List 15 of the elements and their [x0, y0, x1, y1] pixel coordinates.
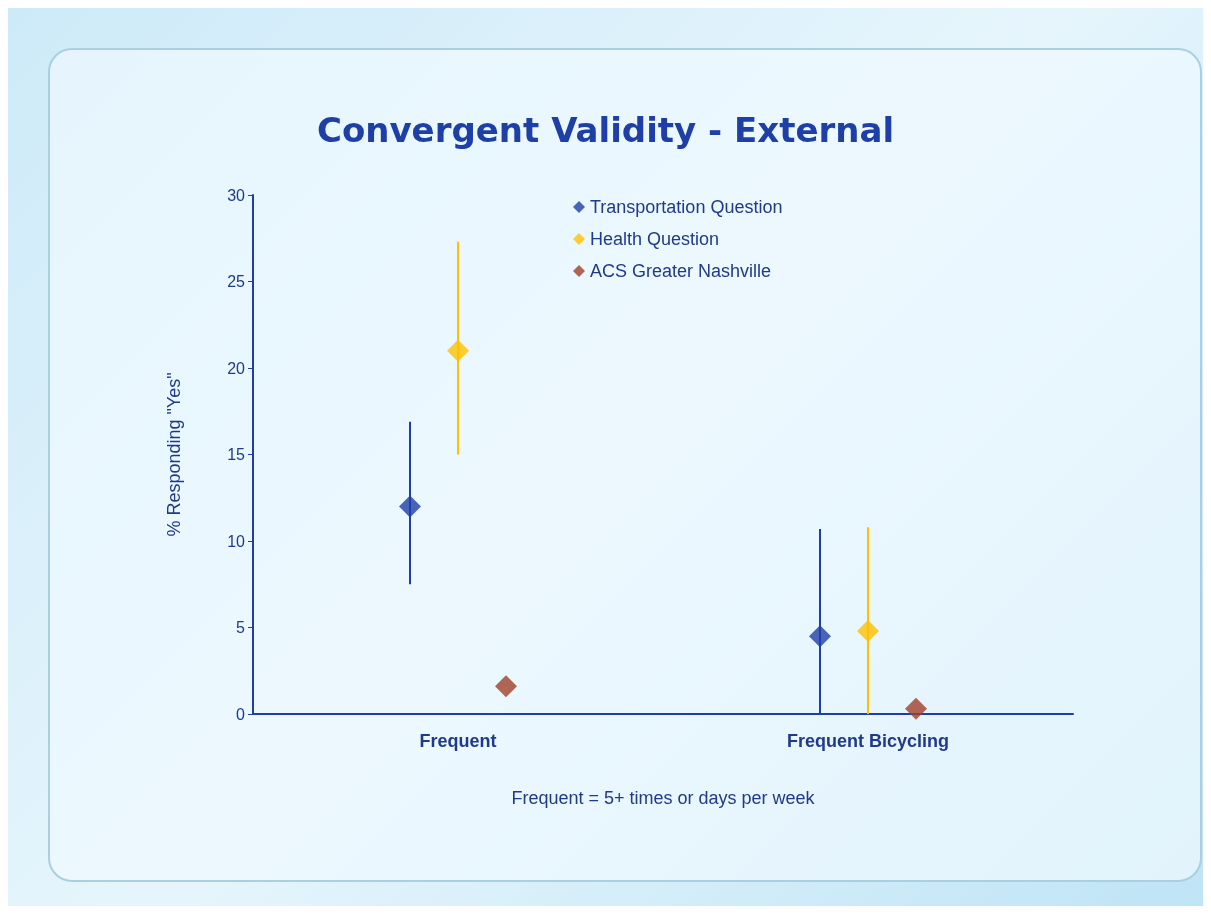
x-axis-title: Frequent = 5+ times or days per week — [511, 788, 816, 808]
y-tick-label: 15 — [227, 446, 246, 463]
legend-label: ACS Greater Nashville — [590, 261, 772, 281]
legend-label: Health Question — [590, 229, 720, 249]
y-tick-label: 10 — [227, 532, 246, 550]
legend-label: Transportation Question — [590, 197, 783, 217]
y-tick-label: 30 — [227, 186, 246, 204]
y-tick-label: 0 — [236, 705, 246, 723]
chart-title: Convergent Validity - External — [316, 110, 895, 150]
y-tick-label: 5 — [236, 619, 246, 636]
x-tick-label: Frequent Bicycling — [786, 731, 950, 751]
y-tick-label: 25 — [227, 273, 246, 290]
y-axis-title: % Responding "Yes" — [164, 372, 184, 537]
x-tick-label: Frequent — [419, 731, 497, 751]
y-tick-label: 20 — [227, 359, 246, 377]
